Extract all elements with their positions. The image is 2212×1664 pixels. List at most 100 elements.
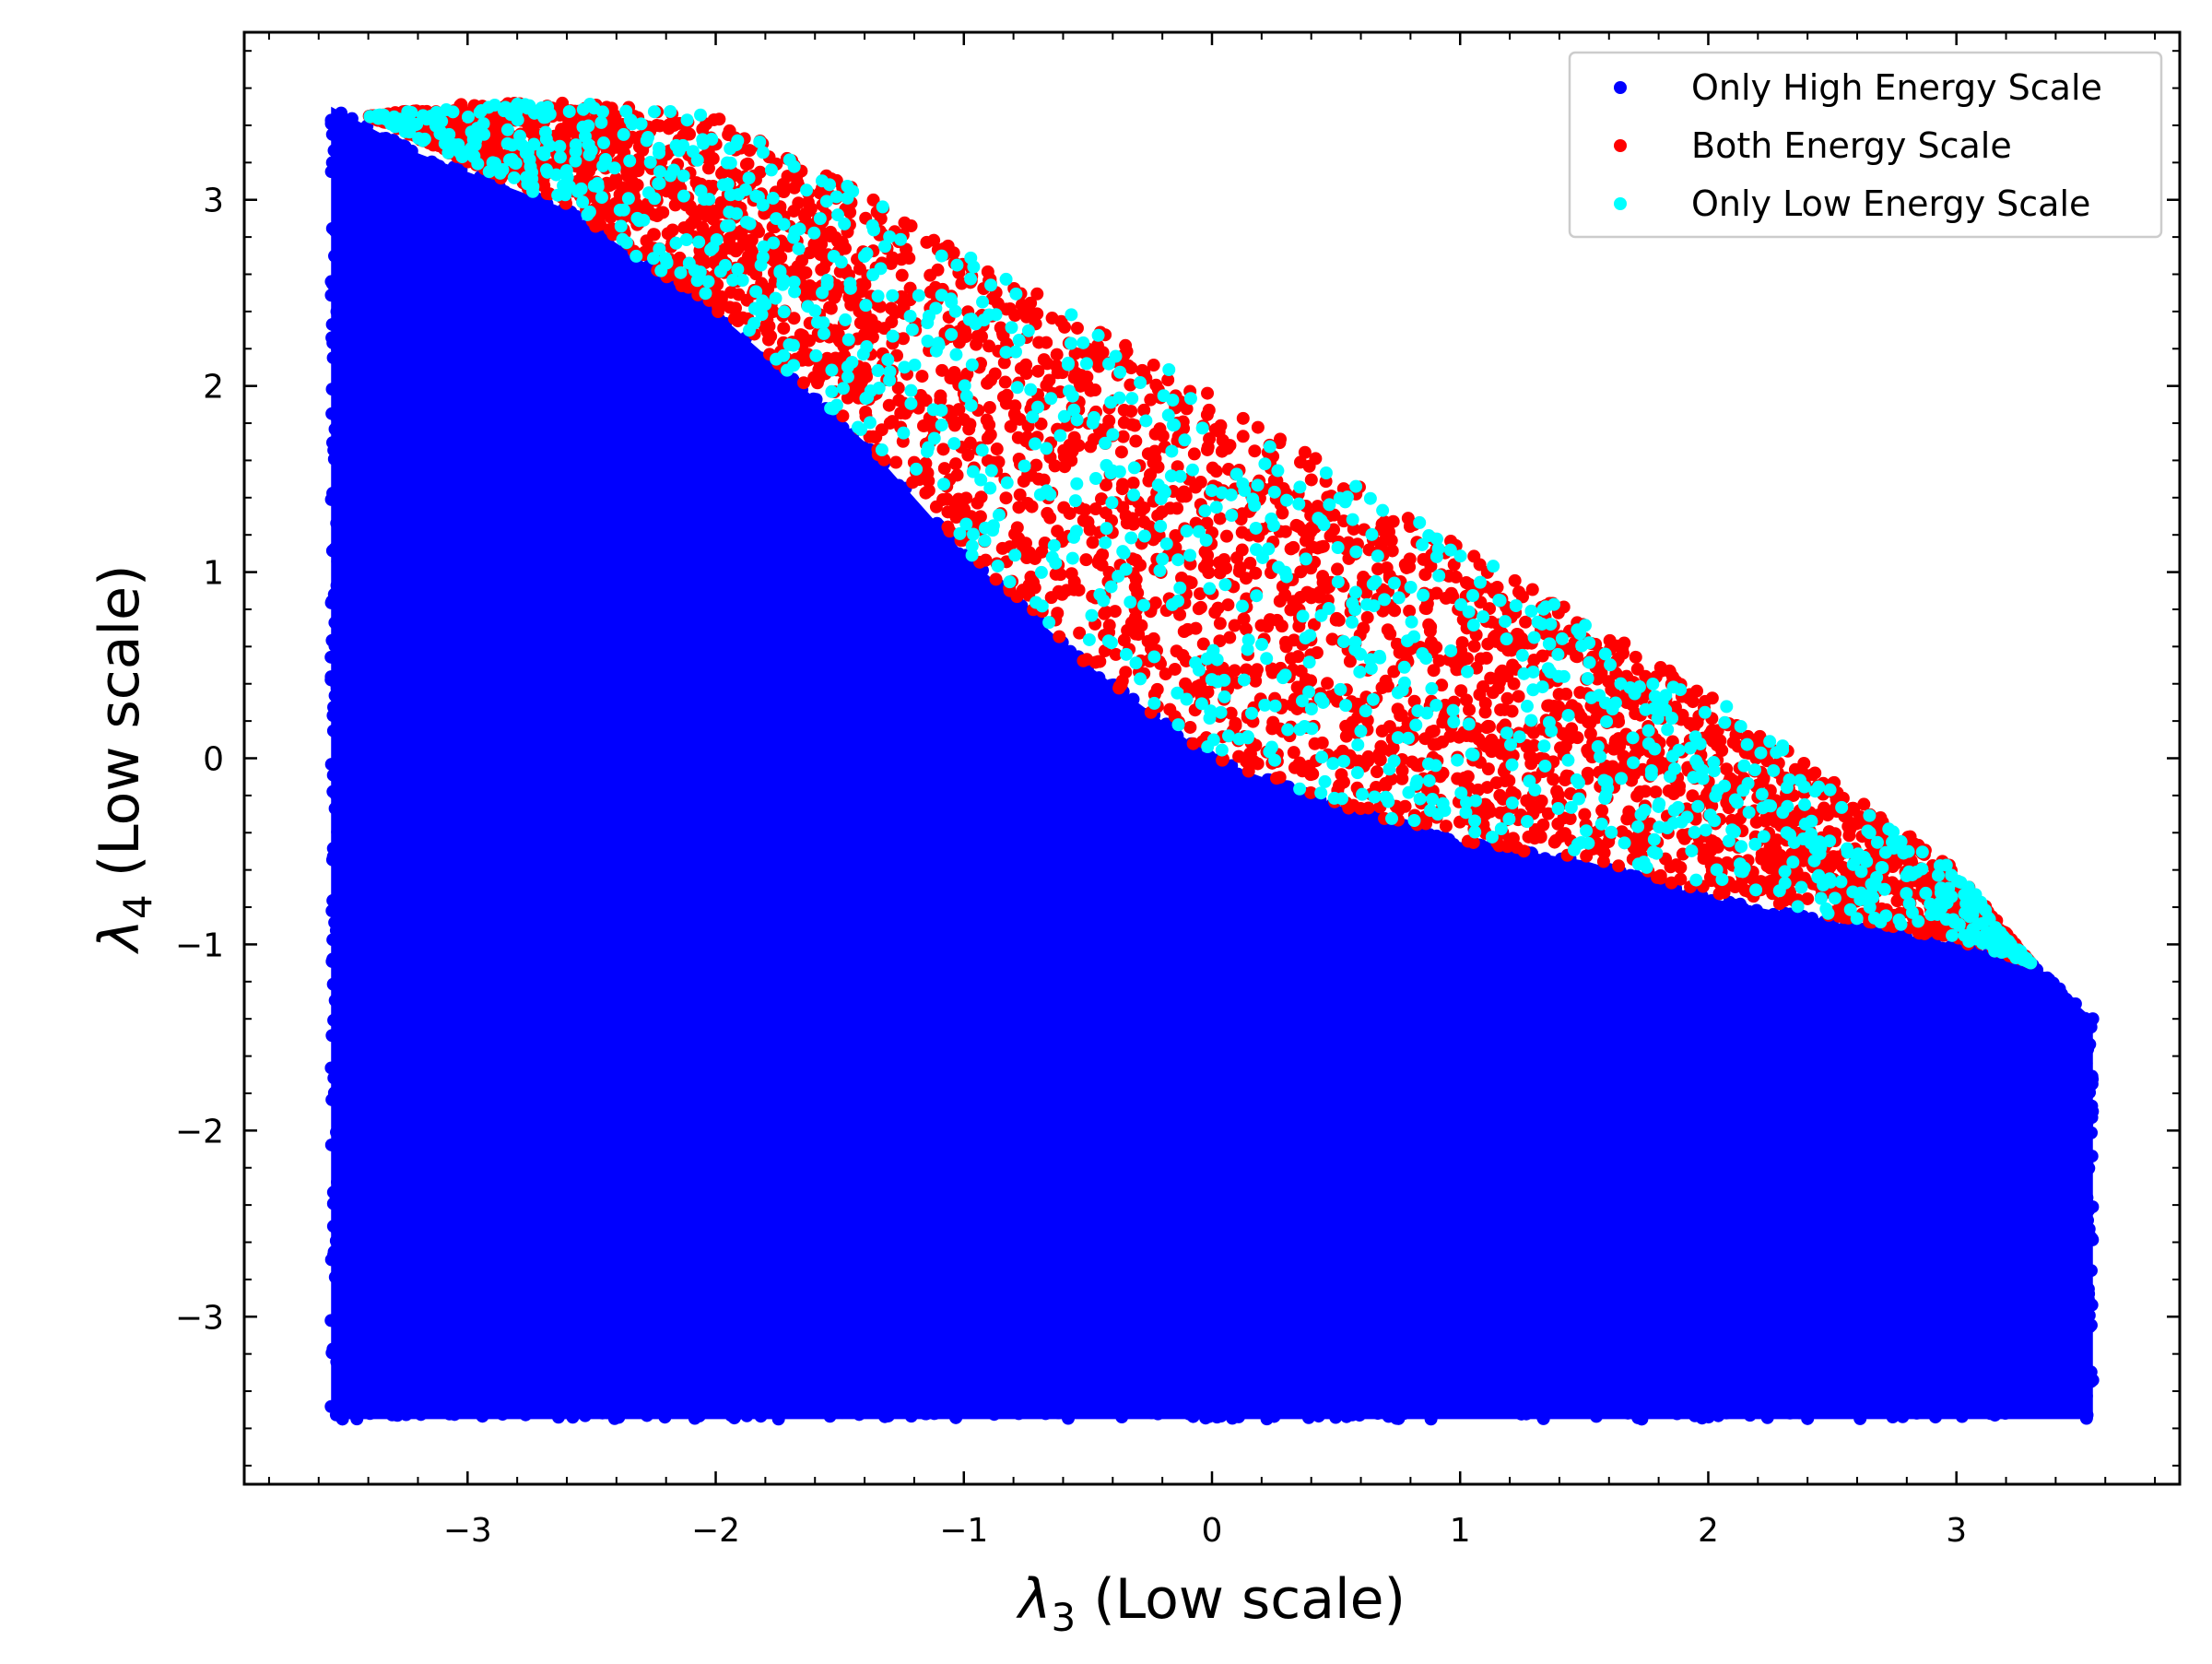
data-point [1031, 364, 1045, 378]
data-point [1229, 716, 1242, 730]
data-point [1028, 581, 1041, 595]
data-point [982, 400, 996, 414]
data-point [1319, 834, 1333, 848]
data-point [1112, 716, 1126, 730]
data-point [1194, 750, 1207, 764]
data-point [1630, 789, 1644, 803]
data-point [1119, 509, 1133, 523]
data-point [1100, 478, 1113, 492]
data-point [496, 1408, 510, 1422]
data-point [1311, 500, 1324, 513]
data-point [2078, 1271, 2092, 1285]
data-point [1161, 373, 1175, 387]
data-point [333, 1204, 347, 1218]
data-point [1331, 562, 1345, 576]
data-point [1853, 1411, 1867, 1425]
data-point [1841, 820, 1855, 833]
data-point [1069, 703, 1083, 717]
data-point [1538, 852, 1552, 866]
data-point [1779, 970, 1793, 984]
data-point [1219, 561, 1233, 575]
data-point [921, 316, 935, 330]
data-point [1496, 901, 1510, 915]
data-point [1151, 1407, 1165, 1421]
data-point [924, 268, 937, 282]
data-point [333, 880, 347, 894]
data-point [324, 1253, 338, 1267]
data-point [723, 301, 736, 314]
data-point [894, 407, 908, 420]
data-point [463, 175, 477, 189]
data-point [1045, 312, 1059, 325]
data-point [1411, 851, 1425, 865]
data-point [394, 173, 408, 187]
data-point [2077, 1108, 2090, 1122]
data-point [2050, 985, 2064, 998]
data-point [741, 392, 755, 406]
data-point [1163, 747, 1177, 761]
data-point [616, 292, 629, 306]
data-point [1141, 634, 1155, 648]
data-point [1801, 891, 1815, 905]
data-point [940, 492, 954, 506]
data-point [727, 312, 741, 325]
data-point [512, 238, 525, 252]
data-point [1298, 445, 1312, 459]
data-point [640, 1409, 653, 1422]
data-point [1893, 985, 1907, 998]
data-point [333, 658, 347, 672]
data-point [329, 770, 343, 784]
data-point [540, 196, 554, 210]
data-point [961, 448, 975, 462]
data-point [1231, 768, 1245, 782]
data-point [547, 239, 561, 253]
data-point [1288, 761, 1301, 774]
data-point [1219, 529, 1233, 543]
data-point [892, 394, 906, 407]
data-point [1209, 465, 1223, 478]
data-point [1235, 543, 1249, 557]
data-point [1240, 622, 1253, 636]
data-point [324, 650, 338, 664]
data-point [1748, 926, 1762, 939]
data-point [903, 281, 917, 295]
data-point [326, 288, 340, 301]
data-point [950, 468, 964, 482]
data-point [1294, 565, 1308, 579]
data-point [998, 647, 1012, 661]
data-point [795, 254, 809, 267]
data-point [2077, 1328, 2091, 1342]
data-point [2009, 966, 2023, 980]
data-point [955, 585, 969, 599]
data-point [875, 443, 888, 457]
data-point [1115, 1410, 1129, 1423]
data-point [1790, 914, 1804, 927]
data-point [425, 155, 439, 169]
data-point [1119, 666, 1133, 679]
data-point [1573, 686, 1587, 700]
data-point [1089, 676, 1103, 690]
data-point [893, 524, 907, 537]
data-point [1255, 637, 1269, 651]
data-point [1270, 772, 1284, 785]
data-point [1627, 900, 1641, 914]
data-point [981, 265, 994, 278]
data-point [1276, 506, 1289, 520]
data-point [1225, 813, 1239, 827]
data-point [333, 737, 347, 750]
data-point [1223, 631, 1237, 644]
data-point [562, 115, 576, 129]
data-point [1727, 954, 1741, 968]
data-point [1124, 405, 1138, 419]
data-point [1168, 662, 1182, 676]
data-point [698, 334, 712, 348]
data-point [990, 443, 1004, 456]
data-point [1430, 829, 1443, 843]
data-point [1335, 744, 1349, 758]
data-point [330, 1126, 344, 1139]
data-point [1099, 606, 1112, 620]
data-point [1439, 591, 1453, 605]
data-point [1622, 805, 1636, 819]
data-point [1808, 932, 1822, 946]
data-point [1479, 868, 1493, 882]
